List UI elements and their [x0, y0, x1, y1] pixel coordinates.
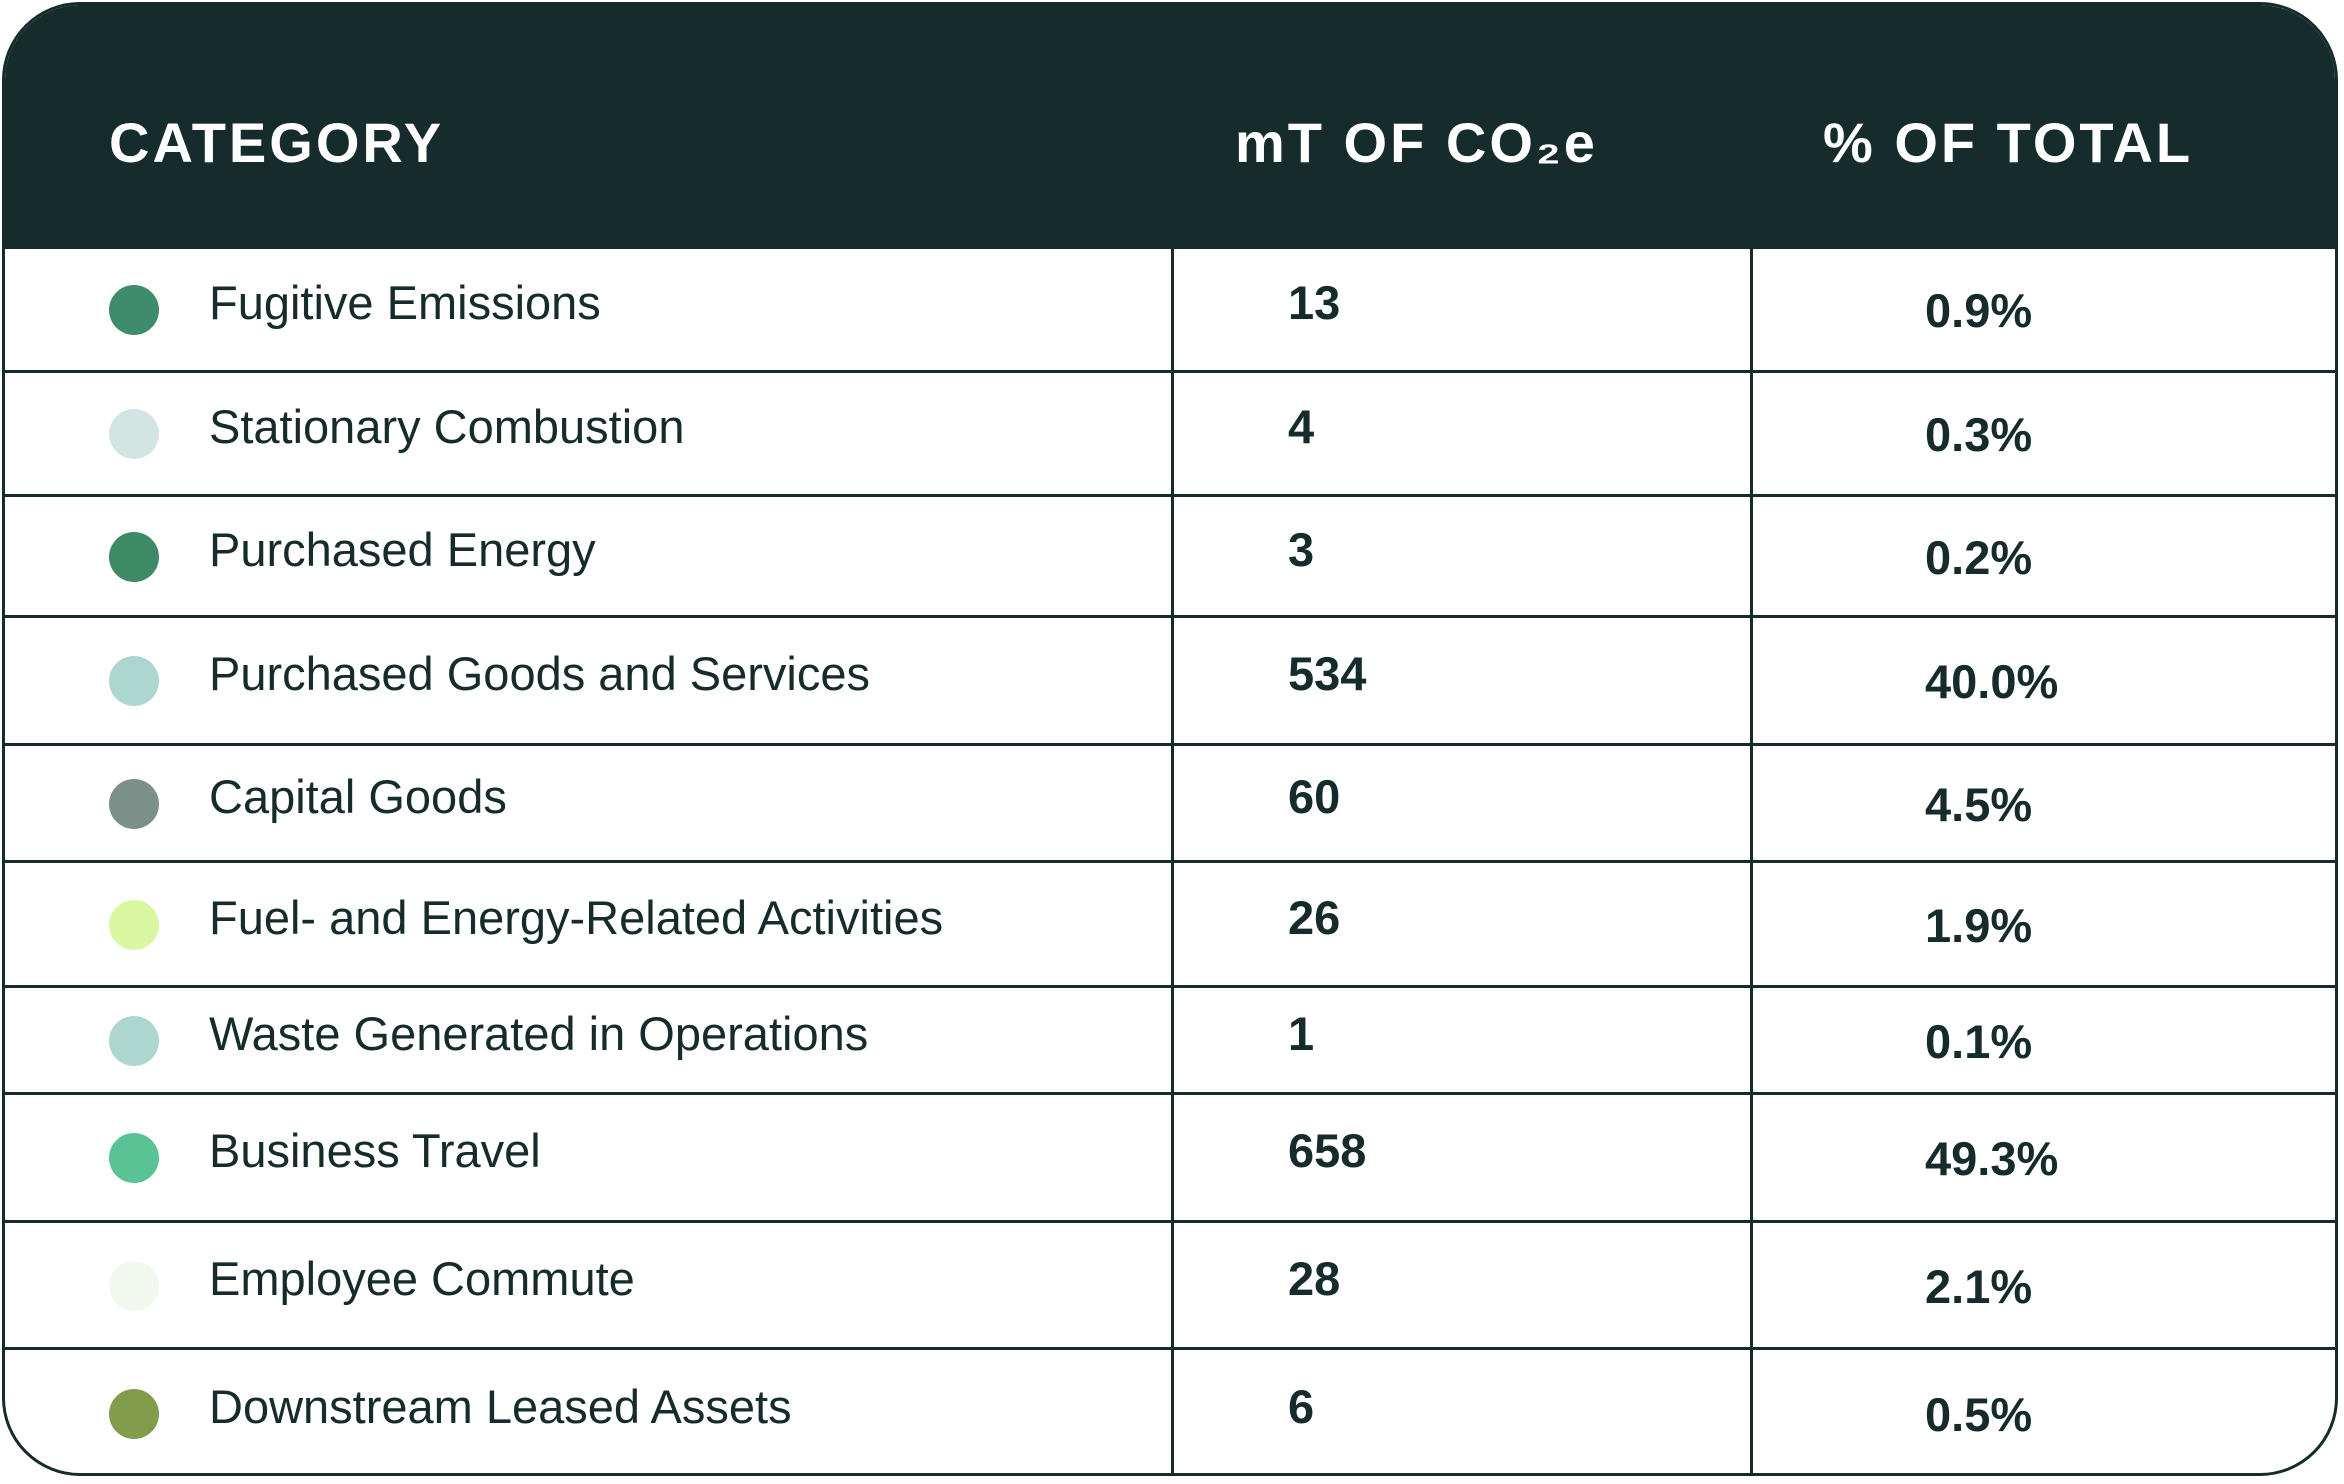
table-row: Capital Goods 60 4.5% — [5, 746, 2335, 863]
table-row: Waste Generated in Operations 1 0.1% — [5, 988, 2335, 1095]
category-name: Employee Commute — [209, 1252, 635, 1305]
row-divider — [5, 615, 2335, 618]
table-row: Purchased Goods and Services 534 40.0% — [5, 618, 2335, 746]
column-header-category: CATEGORY — [109, 111, 445, 174]
row-divider — [5, 370, 2335, 373]
co2e-value: 1 — [1288, 1007, 1315, 1060]
row-divider — [5, 1092, 2335, 1095]
category-color-dot — [109, 779, 159, 829]
category-name: Downstream Leased Assets — [209, 1380, 792, 1433]
row-divider — [5, 1347, 2335, 1350]
row-divider — [5, 743, 2335, 746]
co2e-value: 26 — [1288, 891, 1341, 944]
table-header: CATEGORY mT OF CO₂e % OF TOTAL — [5, 5, 2335, 249]
category-color-dot — [109, 656, 159, 706]
category-name: Purchased Goods and Services — [209, 647, 870, 700]
category-color-dot — [109, 1016, 159, 1066]
category-name: Stationary Combustion — [209, 400, 685, 453]
table-row: Employee Commute 28 2.1% — [5, 1223, 2335, 1350]
percent-of-total: 2.1% — [1925, 1260, 2033, 1313]
column-divider-1 — [1171, 239, 1174, 1473]
category-color-dot — [109, 409, 159, 459]
percent-of-total: 0.3% — [1925, 408, 2033, 461]
category-color-dot — [109, 532, 159, 582]
column-divider-2 — [1750, 239, 1753, 1473]
category-name: Fuel- and Energy-Related Activities — [209, 891, 944, 944]
percent-of-total: 0.1% — [1925, 1015, 2033, 1068]
table-row: Purchased Energy 3 0.2% — [5, 497, 2335, 618]
table-row: Downstream Leased Assets 6 0.5% — [5, 1350, 2335, 1473]
row-divider — [5, 860, 2335, 863]
percent-of-total: 0.9% — [1925, 284, 2033, 337]
column-header-percent-total: % OF TOTAL — [1823, 111, 2194, 174]
row-divider — [5, 985, 2335, 988]
category-name: Business Travel — [209, 1124, 541, 1177]
row-divider — [5, 1220, 2335, 1223]
category-name: Purchased Energy — [209, 523, 596, 576]
co2e-value: 3 — [1288, 523, 1315, 576]
percent-of-total: 0.2% — [1925, 531, 2033, 584]
category-name: Waste Generated in Operations — [209, 1007, 869, 1060]
percent-of-total: 49.3% — [1925, 1132, 2059, 1185]
category-color-dot — [109, 1261, 159, 1311]
co2e-value: 534 — [1288, 647, 1367, 700]
category-color-dot — [109, 900, 159, 950]
co2e-value: 13 — [1288, 276, 1341, 329]
percent-of-total: 1.9% — [1925, 899, 2033, 952]
row-divider — [5, 494, 2335, 497]
co2e-value: 28 — [1288, 1252, 1341, 1305]
category-name: Capital Goods — [209, 770, 507, 823]
co2e-value: 658 — [1288, 1124, 1367, 1177]
co2e-value: 4 — [1288, 400, 1315, 453]
table-row: Fugitive Emissions 13 0.9% — [5, 249, 2335, 373]
percent-of-total: 40.0% — [1925, 655, 2059, 708]
table-row: Fuel- and Energy-Related Activities 26 1.9… — [5, 863, 2335, 988]
category-color-dot — [109, 285, 159, 335]
table-row: Stationary Combustion 4 0.3% — [5, 373, 2335, 497]
co2e-value: 6 — [1288, 1380, 1315, 1433]
category-color-dot — [109, 1389, 159, 1439]
co2e-value: 60 — [1288, 770, 1341, 823]
table-row: Business Travel 658 49.3% — [5, 1095, 2335, 1223]
percent-of-total: 4.5% — [1925, 778, 2033, 831]
column-header-mt-co2e: mT OF CO₂e — [1235, 111, 1598, 174]
category-color-dot — [109, 1133, 159, 1183]
percent-of-total: 0.5% — [1925, 1388, 2033, 1441]
category-name: Fugitive Emissions — [209, 276, 601, 329]
